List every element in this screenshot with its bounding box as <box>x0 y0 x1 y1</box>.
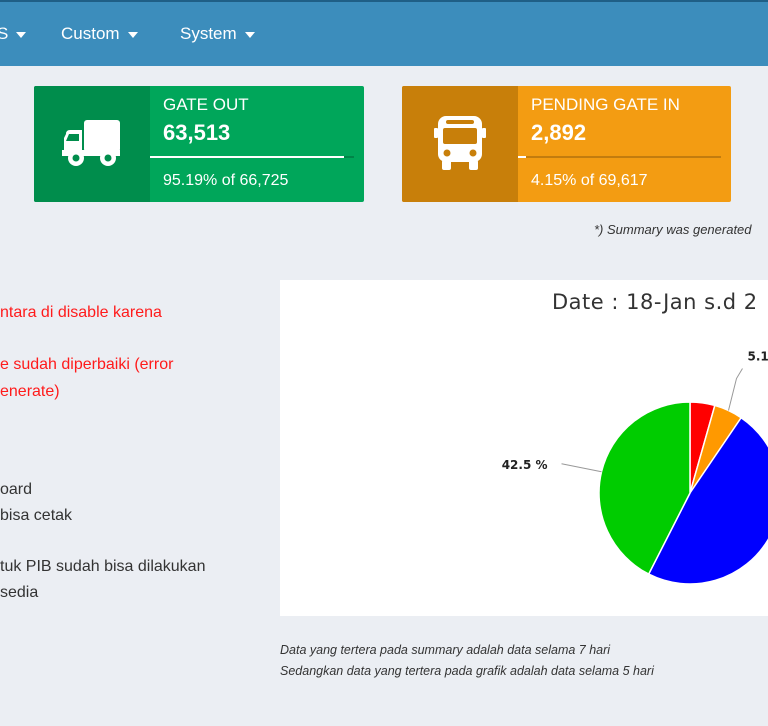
pending-gate-in-content: PENDING GATE IN 2,892 4.15% of 69,617 <box>518 86 731 202</box>
gate-out-info-box: GATE OUT 63,513 95.19% of 66,725 <box>34 86 364 202</box>
gate-out-progress-bar <box>150 156 345 158</box>
pending-gate-in-number: 2,892 <box>531 120 587 145</box>
notice-line-7: sedia <box>0 584 39 601</box>
notice-line-4: oard <box>0 481 33 498</box>
footnote-chart: Sedangkan data yang tertera pada grafik … <box>280 664 654 678</box>
bus-icon <box>434 116 486 170</box>
pending-gate-in-progress <box>518 156 721 158</box>
footnote-summary: Data yang tertera pada summary adalah da… <box>280 643 611 657</box>
pending-gate-in-info-box: PENDING GATE IN 2,892 4.15% of 69,617 <box>402 86 731 202</box>
notice-line-1: ntara di disable karena <box>0 304 162 321</box>
pending-gate-in-title: PENDING GATE IN <box>531 95 680 114</box>
notice-line-2: e sudah diperbaiki (error <box>0 356 174 373</box>
gate-out-content: GATE OUT 63,513 95.19% of 66,725 <box>150 86 364 202</box>
gate-out-description: 95.19% of 66,725 <box>163 172 289 189</box>
gate-out-number: 63,513 <box>163 120 231 145</box>
nav-menu-custom-label: Custom <box>61 24 120 43</box>
notice-line-6: tuk PIB sudah bisa dilakukan <box>0 558 206 575</box>
summary-generated-note: *) Summary was generated <box>594 222 752 237</box>
chevron-down-icon <box>244 31 255 38</box>
chevron-down-icon <box>127 31 138 38</box>
pie-data-label-1: 5.1 % <box>747 350 768 364</box>
notice-line-5: bisa cetak <box>0 507 73 524</box>
pie-label-connector-3 <box>561 463 602 473</box>
chevron-down-icon <box>16 31 27 38</box>
pie-label-connector-1 <box>728 368 743 411</box>
truck-icon <box>62 120 120 166</box>
pie-slice-2[interactable] <box>647 416 768 585</box>
pending-gate-in-icon-panel <box>402 86 518 202</box>
top-navbar: S Custom System <box>0 0 768 66</box>
notice-line-3: enerate) <box>0 383 60 400</box>
pie-slice-3[interactable] <box>598 401 691 576</box>
pending-gate-in-progress-bar <box>518 156 527 158</box>
nav-menu-system-label: System <box>180 24 237 43</box>
nav-menu-partial-label: S <box>0 24 9 43</box>
chart-title: Date : 18-Jan s.d 2 <box>552 290 758 314</box>
pie-data-label-3: 42.5 % <box>502 458 548 472</box>
gate-out-title: GATE OUT <box>163 95 249 114</box>
pending-gate-in-description: 4.15% of 69,617 <box>531 172 648 189</box>
nav-menu-custom[interactable]: Custom <box>61 24 138 44</box>
gate-out-icon-panel <box>34 86 150 202</box>
pie-chart: 5.1 % 42.5 % <box>502 350 768 585</box>
nav-menu-partial[interactable]: S <box>0 24 27 44</box>
pie-chart-panel: Date : 18-Jan s.d 2 5.1 % 42.5 % <box>280 280 768 616</box>
nav-menu-system[interactable]: System <box>180 24 255 44</box>
gate-out-progress <box>150 156 354 158</box>
